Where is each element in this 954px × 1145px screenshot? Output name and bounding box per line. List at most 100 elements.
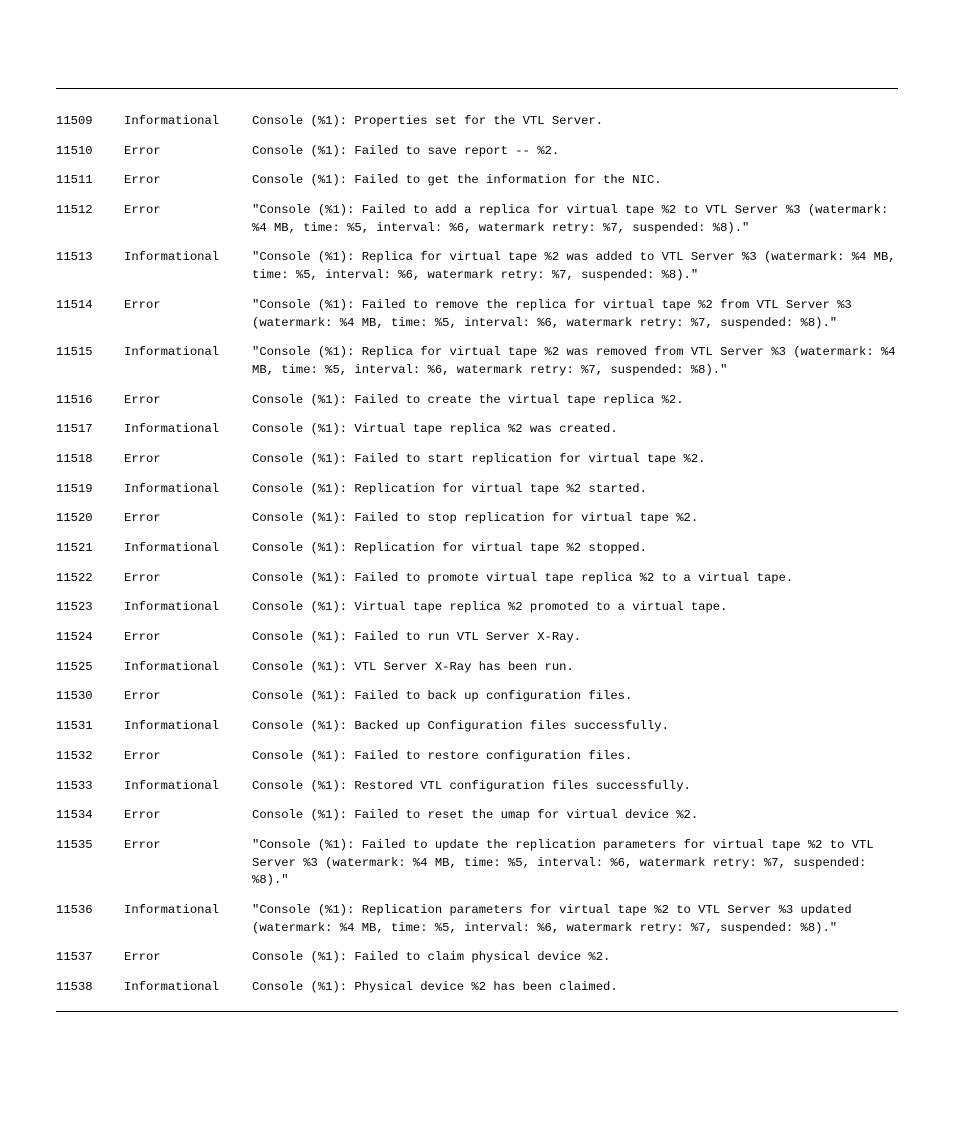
event-message: "Console (%1): Replica for virtual tape … <box>252 243 898 290</box>
event-id: 11522 <box>56 564 124 594</box>
document-page: 11509InformationalConsole (%1): Properti… <box>0 0 954 1072</box>
event-message: "Console (%1): Failed to remove the repl… <box>252 291 898 338</box>
event-id: 11531 <box>56 712 124 742</box>
event-severity: Informational <box>124 107 252 137</box>
event-id: 11518 <box>56 445 124 475</box>
event-id: 11519 <box>56 475 124 505</box>
event-id: 11537 <box>56 943 124 973</box>
event-id: 11520 <box>56 504 124 534</box>
event-severity: Informational <box>124 593 252 623</box>
table-row: 11533InformationalConsole (%1): Restored… <box>56 772 898 802</box>
event-id: 11510 <box>56 137 124 167</box>
event-message: Console (%1): VTL Server X-Ray has been … <box>252 653 898 683</box>
event-severity: Informational <box>124 338 252 385</box>
event-message: Console (%1): Failed to back up configur… <box>252 682 898 712</box>
table-row: 11510ErrorConsole (%1): Failed to save r… <box>56 137 898 167</box>
event-id: 11517 <box>56 415 124 445</box>
event-id: 11536 <box>56 896 124 943</box>
event-id: 11524 <box>56 623 124 653</box>
event-severity: Informational <box>124 973 252 1003</box>
event-id: 11533 <box>56 772 124 802</box>
event-message: Console (%1): Physical device %2 has bee… <box>252 973 898 1003</box>
event-id: 11509 <box>56 107 124 137</box>
event-id: 11511 <box>56 166 124 196</box>
event-message: Console (%1): Replication for virtual ta… <box>252 534 898 564</box>
table-row: 11538InformationalConsole (%1): Physical… <box>56 973 898 1003</box>
event-severity: Error <box>124 291 252 338</box>
table-row: 11519InformationalConsole (%1): Replicat… <box>56 475 898 505</box>
event-severity: Informational <box>124 534 252 564</box>
event-id: 11534 <box>56 801 124 831</box>
table-row: 11517InformationalConsole (%1): Virtual … <box>56 415 898 445</box>
event-id: 11532 <box>56 742 124 772</box>
event-message: Console (%1): Backed up Configuration fi… <box>252 712 898 742</box>
event-message: "Console (%1): Replication parameters fo… <box>252 896 898 943</box>
table-row: 11515Informational"Console (%1): Replica… <box>56 338 898 385</box>
event-severity: Error <box>124 831 252 896</box>
event-severity: Error <box>124 504 252 534</box>
top-rule <box>56 88 898 89</box>
table-row: 11512Error"Console (%1): Failed to add a… <box>56 196 898 243</box>
event-severity: Error <box>124 742 252 772</box>
event-severity: Error <box>124 445 252 475</box>
table-row: 11525InformationalConsole (%1): VTL Serv… <box>56 653 898 683</box>
event-severity: Error <box>124 801 252 831</box>
table-row: 11513Informational"Console (%1): Replica… <box>56 243 898 290</box>
event-message: Console (%1): Restored VTL configuration… <box>252 772 898 802</box>
event-severity: Informational <box>124 475 252 505</box>
event-id: 11513 <box>56 243 124 290</box>
table-row: 11537ErrorConsole (%1): Failed to claim … <box>56 943 898 973</box>
table-row: 11509InformationalConsole (%1): Properti… <box>56 107 898 137</box>
event-severity: Error <box>124 564 252 594</box>
event-severity: Error <box>124 196 252 243</box>
event-message: Console (%1): Failed to promote virtual … <box>252 564 898 594</box>
event-severity: Error <box>124 166 252 196</box>
event-message: Console (%1): Failed to get the informat… <box>252 166 898 196</box>
table-row: 11534ErrorConsole (%1): Failed to reset … <box>56 801 898 831</box>
event-id: 11521 <box>56 534 124 564</box>
event-message: Console (%1): Failed to restore configur… <box>252 742 898 772</box>
event-severity: Error <box>124 943 252 973</box>
event-severity: Informational <box>124 772 252 802</box>
event-message: Console (%1): Failed to reset the umap f… <box>252 801 898 831</box>
event-id: 11512 <box>56 196 124 243</box>
event-message: Console (%1): Failed to start replicatio… <box>252 445 898 475</box>
event-table: 11509InformationalConsole (%1): Properti… <box>56 107 898 1003</box>
table-row: 11514Error"Console (%1): Failed to remov… <box>56 291 898 338</box>
event-id: 11515 <box>56 338 124 385</box>
event-message: Console (%1): Failed to run VTL Server X… <box>252 623 898 653</box>
event-message: Console (%1): Virtual tape replica %2 pr… <box>252 593 898 623</box>
table-row: 11523InformationalConsole (%1): Virtual … <box>56 593 898 623</box>
table-row: 11536Informational"Console (%1): Replica… <box>56 896 898 943</box>
table-row: 11521InformationalConsole (%1): Replicat… <box>56 534 898 564</box>
table-row: 11511ErrorConsole (%1): Failed to get th… <box>56 166 898 196</box>
event-id: 11525 <box>56 653 124 683</box>
event-severity: Informational <box>124 896 252 943</box>
event-id: 11535 <box>56 831 124 896</box>
event-message: Console (%1): Failed to claim physical d… <box>252 943 898 973</box>
event-message: Console (%1): Failed to stop replication… <box>252 504 898 534</box>
event-severity: Informational <box>124 653 252 683</box>
event-severity: Error <box>124 386 252 416</box>
event-message: Console (%1): Failed to save report -- %… <box>252 137 898 167</box>
event-message: Console (%1): Virtual tape replica %2 wa… <box>252 415 898 445</box>
event-message: Console (%1): Failed to create the virtu… <box>252 386 898 416</box>
event-message: "Console (%1): Failed to update the repl… <box>252 831 898 896</box>
table-row: 11530ErrorConsole (%1): Failed to back u… <box>56 682 898 712</box>
event-message: Console (%1): Replication for virtual ta… <box>252 475 898 505</box>
event-severity: Informational <box>124 243 252 290</box>
event-message: "Console (%1): Replica for virtual tape … <box>252 338 898 385</box>
bottom-rule <box>56 1011 898 1012</box>
event-severity: Error <box>124 623 252 653</box>
table-row: 11532ErrorConsole (%1): Failed to restor… <box>56 742 898 772</box>
event-id: 11516 <box>56 386 124 416</box>
event-severity: Informational <box>124 712 252 742</box>
table-row: 11531InformationalConsole (%1): Backed u… <box>56 712 898 742</box>
table-row: 11518ErrorConsole (%1): Failed to start … <box>56 445 898 475</box>
table-row: 11524ErrorConsole (%1): Failed to run VT… <box>56 623 898 653</box>
table-row: 11535Error"Console (%1): Failed to updat… <box>56 831 898 896</box>
event-message: Console (%1): Properties set for the VTL… <box>252 107 898 137</box>
table-row: 11522ErrorConsole (%1): Failed to promot… <box>56 564 898 594</box>
event-id: 11523 <box>56 593 124 623</box>
event-severity: Informational <box>124 415 252 445</box>
